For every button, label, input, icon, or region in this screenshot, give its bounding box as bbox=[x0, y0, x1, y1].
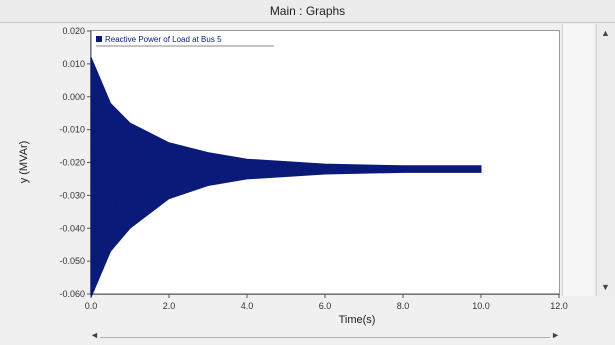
x-tick-label: 0.0 bbox=[85, 301, 98, 311]
right-arrow-icon[interactable]: ► bbox=[551, 330, 560, 340]
y-tick-label: -0.010 bbox=[59, 125, 85, 135]
legend-swatch bbox=[96, 36, 102, 42]
y-tick-label: -0.060 bbox=[59, 289, 85, 299]
x-tick-label: 6.0 bbox=[319, 301, 332, 311]
y-tick-label: 0.000 bbox=[62, 92, 85, 102]
vertical-scrollbar[interactable]: ▲ ▼ bbox=[596, 24, 615, 296]
legend-label: Reactive Power of Load at Bus 5 bbox=[105, 35, 222, 44]
y-tick-label: -0.030 bbox=[59, 190, 85, 200]
window-titlebar: Main : Graphs bbox=[0, 0, 615, 23]
y-tick-label: -0.040 bbox=[59, 223, 85, 233]
series-line bbox=[90, 57, 481, 295]
y-axis-label: y (MVAr) bbox=[18, 141, 30, 184]
y-tick-label: 0.020 bbox=[62, 26, 85, 36]
up-arrow-icon[interactable]: ▲ bbox=[601, 28, 610, 38]
x-tick-label: 4.0 bbox=[241, 301, 254, 311]
window-title: Main : Graphs bbox=[269, 4, 346, 18]
horizontal-scrollbar[interactable]: ◄ ► bbox=[90, 330, 560, 343]
y-tick-label: -0.020 bbox=[59, 158, 85, 168]
series-oscillation-band bbox=[90, 57, 482, 298]
x-axis-label: Time(s) bbox=[339, 314, 376, 326]
plot-layer bbox=[90, 57, 482, 298]
x-tick-label: 8.0 bbox=[397, 301, 410, 311]
x-tick-label: 12.0 bbox=[550, 301, 568, 311]
x-axis: 0.0 2.0 4.0 6.0 8.0 10.0 12.0 bbox=[85, 293, 568, 311]
legend: Reactive Power of Load at Bus 5 bbox=[96, 35, 274, 47]
y-tick-label: -0.050 bbox=[59, 256, 85, 266]
y-axis: 0.020 0.010 0.000 -0.010 -0.020 -0.030 -0.040 -… bbox=[59, 26, 92, 299]
graph-side-panel bbox=[562, 24, 593, 296]
down-arrow-icon[interactable]: ▼ bbox=[601, 282, 610, 292]
left-arrow-icon[interactable]: ◄ bbox=[90, 330, 99, 340]
x-tick-label: 10.0 bbox=[472, 301, 490, 311]
scroll-track[interactable] bbox=[100, 337, 550, 338]
y-tick-label: 0.010 bbox=[62, 59, 85, 69]
x-tick-label: 2.0 bbox=[163, 301, 176, 311]
